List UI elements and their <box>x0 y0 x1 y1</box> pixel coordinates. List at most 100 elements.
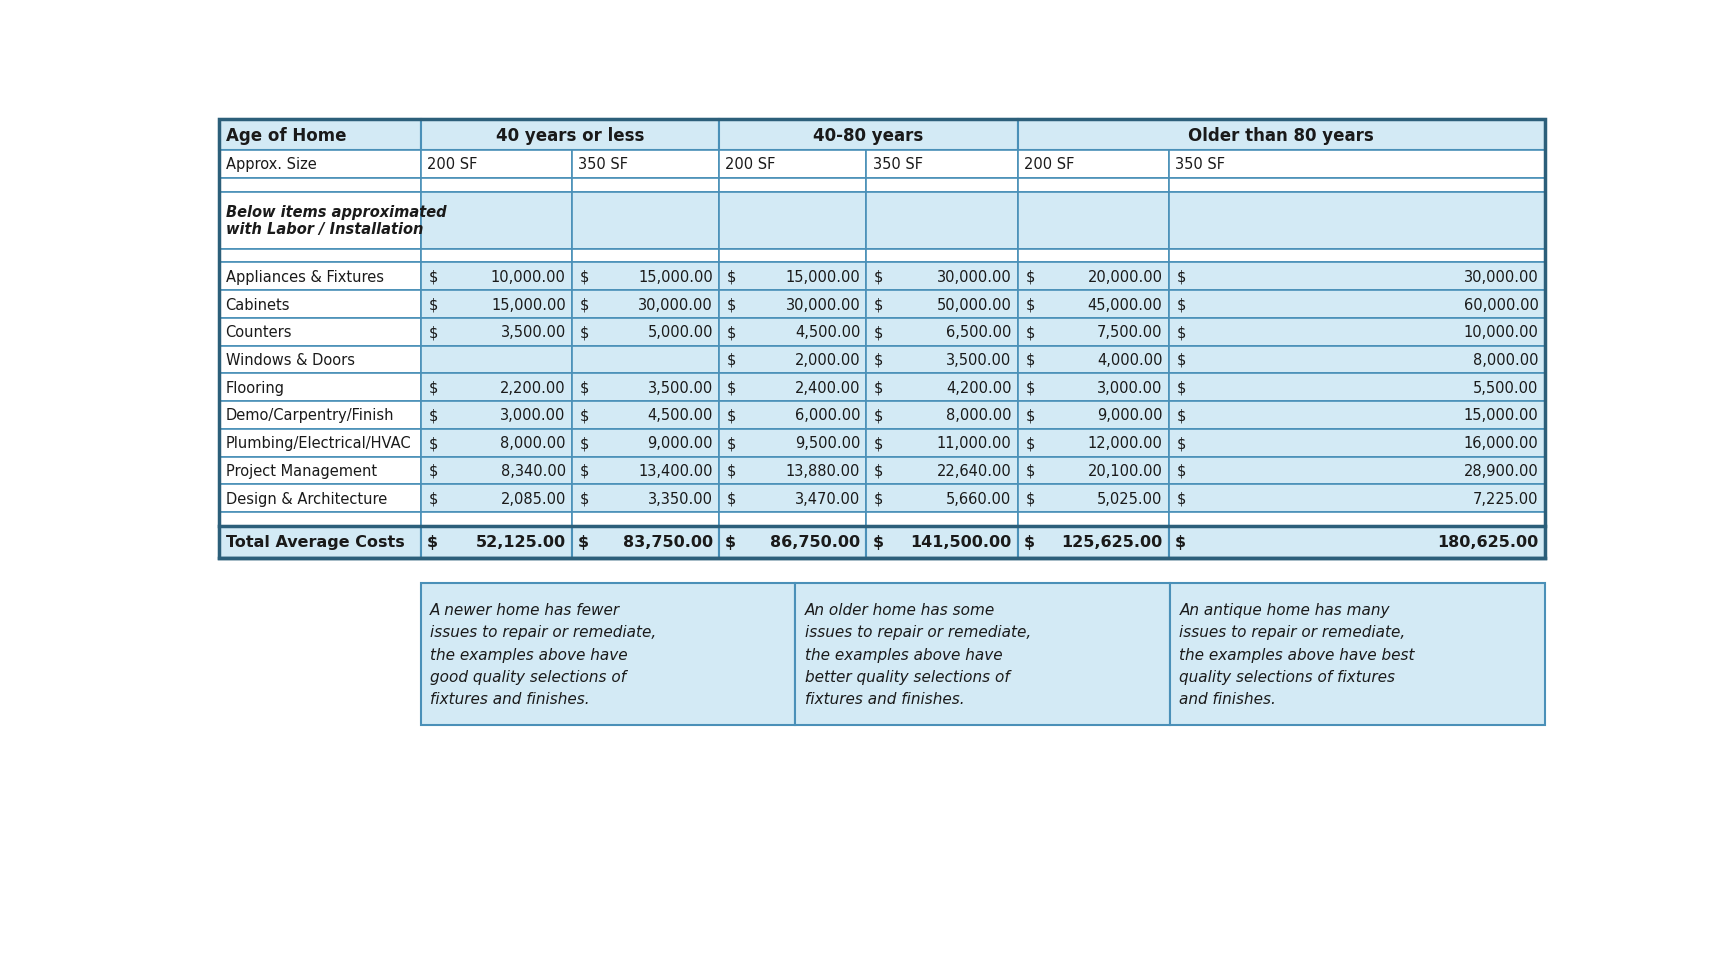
Bar <box>718 513 867 526</box>
Text: 6,000.00: 6,000.00 <box>794 408 860 423</box>
Bar <box>1017 264 1168 291</box>
Bar <box>219 319 420 346</box>
Bar <box>1017 374 1168 402</box>
Text: $: $ <box>727 269 736 285</box>
Bar <box>794 583 1170 726</box>
Bar <box>219 291 420 319</box>
Bar <box>1017 151 1168 178</box>
Bar <box>1168 193 1544 249</box>
Text: 60,000.00: 60,000.00 <box>1463 297 1537 312</box>
Text: 11,000.00: 11,000.00 <box>936 436 1011 451</box>
Text: 3,470.00: 3,470.00 <box>794 491 860 506</box>
Text: 10,000.00: 10,000.00 <box>491 269 565 285</box>
Bar <box>867 291 1017 319</box>
Text: 45,000.00: 45,000.00 <box>1087 297 1161 312</box>
Bar <box>1168 291 1544 319</box>
Text: $: $ <box>427 535 438 550</box>
Bar <box>572 526 718 558</box>
Bar <box>718 319 867 346</box>
Bar <box>572 319 718 346</box>
Text: 16,000.00: 16,000.00 <box>1463 436 1537 451</box>
Bar <box>1168 178 1544 193</box>
Text: 83,750.00: 83,750.00 <box>622 535 713 550</box>
Bar <box>219 346 420 374</box>
Bar <box>1017 120 1544 151</box>
Text: $: $ <box>579 325 589 340</box>
Text: $: $ <box>874 408 884 423</box>
Bar <box>718 374 867 402</box>
Text: $: $ <box>429 380 438 395</box>
Text: $: $ <box>1175 408 1185 423</box>
Text: $: $ <box>725 535 736 550</box>
Text: 350 SF: 350 SF <box>577 157 627 172</box>
Bar <box>718 429 867 457</box>
Bar <box>420 513 572 526</box>
Bar <box>1168 513 1544 526</box>
Bar <box>1168 374 1544 402</box>
Bar <box>420 429 572 457</box>
Bar <box>1168 402 1544 429</box>
Bar <box>718 346 867 374</box>
Bar <box>1168 249 1544 264</box>
Bar <box>1017 249 1168 264</box>
Bar <box>1017 291 1168 319</box>
Bar <box>420 374 572 402</box>
Bar <box>219 249 420 264</box>
Bar <box>1017 526 1168 558</box>
Text: 30,000.00: 30,000.00 <box>786 297 860 312</box>
Text: $: $ <box>874 325 884 340</box>
Text: $: $ <box>429 297 438 312</box>
Text: 5,660.00: 5,660.00 <box>946 491 1011 506</box>
Bar <box>867 457 1017 484</box>
Text: 30,000.00: 30,000.00 <box>638 297 713 312</box>
Text: $: $ <box>727 325 736 340</box>
Text: Plumbing/Electrical/HVAC: Plumbing/Electrical/HVAC <box>226 436 412 451</box>
Text: 8,000.00: 8,000.00 <box>500 436 565 451</box>
Bar <box>867 429 1017 457</box>
Text: Project Management: Project Management <box>226 463 377 479</box>
Text: 30,000.00: 30,000.00 <box>1463 269 1537 285</box>
Text: $: $ <box>1025 353 1034 367</box>
Bar <box>219 484 420 513</box>
Text: $: $ <box>1175 325 1185 340</box>
Bar <box>572 374 718 402</box>
Text: $: $ <box>874 436 884 451</box>
Text: $: $ <box>874 269 884 285</box>
Bar <box>572 291 718 319</box>
Text: 20,000.00: 20,000.00 <box>1087 269 1161 285</box>
Text: $: $ <box>1025 463 1034 479</box>
Bar <box>718 291 867 319</box>
Text: $: $ <box>577 535 589 550</box>
Text: $: $ <box>1025 491 1034 506</box>
Bar <box>420 402 572 429</box>
Text: $: $ <box>1175 353 1185 367</box>
Text: $: $ <box>429 408 438 423</box>
Bar <box>420 264 572 291</box>
Text: An older home has some
issues to repair or remediate,
the examples above have
be: An older home has some issues to repair … <box>805 603 1030 706</box>
Bar <box>1017 457 1168 484</box>
Bar <box>1168 484 1544 513</box>
Bar <box>572 402 718 429</box>
Bar <box>420 178 572 193</box>
Text: $: $ <box>579 436 589 451</box>
Text: 30,000.00: 30,000.00 <box>936 269 1011 285</box>
Text: $: $ <box>1175 491 1185 506</box>
Text: Flooring: Flooring <box>226 380 284 395</box>
Bar <box>420 249 572 264</box>
Text: 3,500.00: 3,500.00 <box>946 353 1011 367</box>
Bar <box>718 457 867 484</box>
Text: 125,625.00: 125,625.00 <box>1061 535 1161 550</box>
Text: $: $ <box>727 408 736 423</box>
Text: 22,640.00: 22,640.00 <box>936 463 1011 479</box>
Bar <box>1017 178 1168 193</box>
Text: 9,000.00: 9,000.00 <box>1096 408 1161 423</box>
Text: $: $ <box>429 491 438 506</box>
Bar <box>572 513 718 526</box>
Bar <box>1170 583 1544 726</box>
Text: $: $ <box>1173 535 1185 550</box>
Bar <box>1017 346 1168 374</box>
Bar <box>718 402 867 429</box>
Text: 8,000.00: 8,000.00 <box>1471 353 1537 367</box>
Text: 28,900.00: 28,900.00 <box>1463 463 1537 479</box>
Text: 9,000.00: 9,000.00 <box>648 436 713 451</box>
